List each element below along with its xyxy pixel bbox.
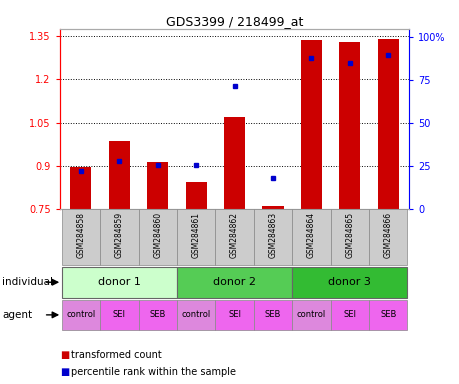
Text: SEI: SEI: [112, 310, 126, 319]
Text: ■: ■: [60, 350, 69, 360]
Text: GSM284860: GSM284860: [153, 212, 162, 258]
Bar: [138, 209, 177, 265]
Bar: [215, 300, 253, 330]
Text: control: control: [296, 310, 325, 319]
Text: control: control: [181, 310, 210, 319]
Bar: [185, 182, 206, 209]
Text: control: control: [66, 310, 95, 319]
Text: GSM284859: GSM284859: [115, 212, 123, 258]
Text: SEB: SEB: [149, 310, 166, 319]
Text: donor 2: donor 2: [213, 277, 256, 287]
Bar: [339, 42, 360, 209]
Bar: [147, 162, 168, 209]
Bar: [100, 300, 138, 330]
Text: SEI: SEI: [228, 310, 241, 319]
Bar: [368, 209, 407, 265]
Bar: [138, 300, 177, 330]
Text: agent: agent: [2, 310, 32, 320]
Bar: [177, 209, 215, 265]
Bar: [291, 209, 330, 265]
Bar: [330, 300, 368, 330]
Bar: [177, 300, 215, 330]
Bar: [215, 209, 253, 265]
Bar: [291, 267, 407, 298]
Text: GSM284862: GSM284862: [230, 212, 239, 258]
Text: donor 3: donor 3: [328, 277, 370, 287]
Bar: [300, 40, 321, 209]
Bar: [253, 300, 291, 330]
Bar: [177, 267, 291, 298]
Bar: [330, 209, 368, 265]
Text: percentile rank within the sample: percentile rank within the sample: [71, 367, 236, 377]
Text: transformed count: transformed count: [71, 350, 162, 360]
Text: SEI: SEI: [342, 310, 356, 319]
Bar: [62, 209, 100, 265]
Bar: [108, 141, 129, 209]
Bar: [253, 209, 291, 265]
Bar: [62, 267, 177, 298]
Bar: [291, 300, 330, 330]
Text: ■: ■: [60, 367, 69, 377]
Text: donor 1: donor 1: [98, 277, 140, 287]
Text: GSM284858: GSM284858: [76, 212, 85, 258]
Bar: [377, 39, 398, 209]
Bar: [224, 117, 245, 209]
Text: GSM284865: GSM284865: [345, 212, 353, 258]
Text: GSM284863: GSM284863: [268, 212, 277, 258]
Bar: [368, 300, 407, 330]
Text: SEB: SEB: [264, 310, 280, 319]
Text: GSM284861: GSM284861: [191, 212, 200, 258]
Text: SEB: SEB: [379, 310, 396, 319]
Text: individual: individual: [2, 277, 53, 287]
Text: GSM284864: GSM284864: [306, 212, 315, 258]
Text: GSM284866: GSM284866: [383, 212, 392, 258]
Title: GDS3399 / 218499_at: GDS3399 / 218499_at: [166, 15, 302, 28]
Bar: [262, 206, 283, 209]
Bar: [100, 209, 138, 265]
Bar: [62, 300, 100, 330]
Bar: [70, 167, 91, 209]
